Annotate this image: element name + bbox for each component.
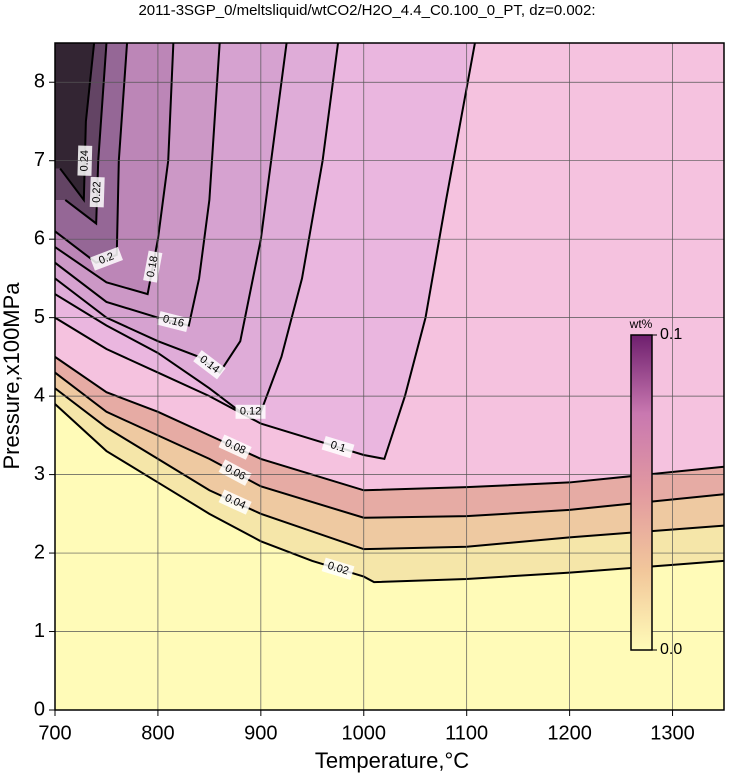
contour-label-bg (218, 459, 252, 486)
x-tick-label: 1000 (342, 722, 387, 744)
y-axis-label: Pressure,x100MPa (0, 282, 24, 470)
contour-label-group: 0.16 (157, 311, 190, 333)
y-tick-label: 2 (34, 541, 45, 563)
x-tick-label: 1200 (547, 722, 592, 744)
y-tick-label: 7 (34, 149, 45, 171)
y-tick-label: 5 (34, 306, 45, 328)
x-tick-label: 800 (141, 722, 174, 744)
colorbar (630, 334, 653, 651)
contour-label-group: 0.12 (235, 404, 266, 419)
contour-label-group: 0.22 (89, 176, 105, 208)
contour-label-bg (321, 557, 355, 580)
colorbar-tick-label: 0.1 (660, 326, 682, 343)
y-tick-label: 0 (34, 698, 45, 720)
plot-frame (54, 42, 725, 711)
contour-label: 0.18 (145, 255, 161, 278)
plot-area: 0.020.040.060.08 0.10.120.140.160.180.20.… (55, 43, 724, 710)
contour-label-group: 0.02 (321, 557, 355, 580)
contour-label-bg (89, 246, 123, 271)
contour-label: 0.22 (91, 181, 104, 203)
x-tick-label: 900 (244, 722, 277, 744)
x-tick-label: 1100 (445, 722, 488, 744)
y-tick-label: 8 (34, 71, 45, 93)
contour-label-group: 0.2 (89, 246, 123, 271)
colorbar-tick-label: 0.0 (660, 641, 682, 658)
x-axis-label: Temperature,°C (315, 748, 469, 773)
contour-label-bg (157, 311, 190, 333)
y-tick-label: 6 (34, 227, 45, 249)
x-tick-label: 1300 (650, 722, 695, 744)
y-tick-label: 4 (34, 384, 45, 406)
y-tick-label: 3 (34, 463, 45, 485)
contour-label-bg (89, 176, 105, 208)
contour-label: 0.12 (240, 406, 261, 418)
y-tick-label: 1 (34, 620, 45, 642)
chart-title: 2011-3SGP_0/meltsliquid/wtCO2/H2O_4.4_C0… (138, 2, 595, 19)
contour-label-bg (235, 404, 266, 419)
x-tick-label: 700 (38, 722, 71, 744)
contour-label-bg (321, 436, 355, 459)
contour-label: 0.02 (326, 560, 350, 578)
contour-label-group: 0.1 (321, 436, 355, 459)
contour-label: 0.1 (329, 439, 347, 455)
contour-label-bg (218, 434, 252, 460)
contour-line (55, 43, 221, 327)
contour-label: 0.16 (162, 313, 186, 330)
contour-label-bg (193, 350, 226, 380)
contour-label-bg (218, 489, 252, 515)
colorbar-label: wt% (629, 317, 653, 331)
contour-label: 0.2 (97, 250, 116, 267)
